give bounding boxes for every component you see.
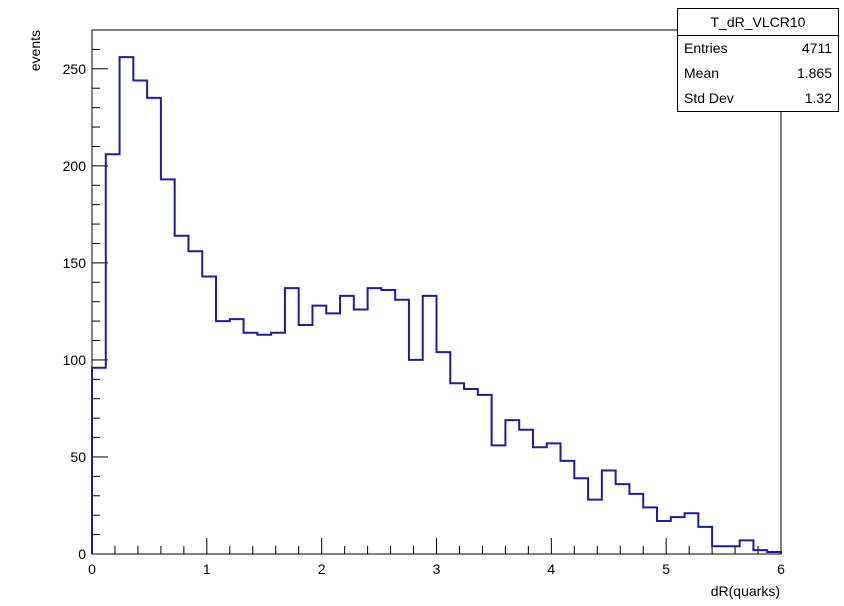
x-tick-label: 1 — [203, 561, 211, 577]
y-axis-title: events — [27, 30, 43, 71]
stats-std-value: 1.32 — [804, 90, 832, 106]
axis-tick-labels: 0 1 2 3 4 5 6 0 50 100 150 200 250 — [63, 61, 785, 577]
stats-row-std: Std Dev 1.32 — [678, 86, 838, 111]
x-tick-label: 6 — [777, 561, 785, 577]
stats-row-mean: Mean 1.865 — [678, 61, 838, 86]
stats-mean-label: Mean — [684, 65, 720, 81]
x-axis-title: dR(quarks) — [711, 583, 780, 599]
stats-row-entries: Entries 4711 — [678, 36, 838, 61]
y-tick-label: 200 — [63, 158, 87, 174]
x-tick-label: 2 — [318, 561, 326, 577]
x-tick-label: 4 — [547, 561, 555, 577]
stats-box: T_dR_VLCR10 Entries 4711 Mean 1.865 Std … — [677, 8, 839, 112]
stats-std-label: Std Dev — [684, 90, 734, 106]
axis-ticks — [91, 29, 782, 555]
stats-title: T_dR_VLCR10 — [678, 9, 838, 36]
y-tick-label: 100 — [63, 352, 87, 368]
stats-entries-value: 4711 — [801, 40, 832, 56]
stats-mean-value: 1.865 — [796, 65, 832, 81]
x-tick-label: 0 — [88, 561, 96, 577]
x-tick-label: 3 — [433, 561, 441, 577]
stats-entries-label: Entries — [684, 40, 728, 56]
histogram-line — [91, 56, 782, 554]
y-tick-label: 150 — [63, 255, 87, 271]
y-tick-label: 250 — [63, 61, 87, 77]
x-tick-label: 5 — [662, 561, 670, 577]
y-tick-label: 50 — [70, 449, 86, 465]
y-tick-label: 0 — [78, 546, 86, 562]
